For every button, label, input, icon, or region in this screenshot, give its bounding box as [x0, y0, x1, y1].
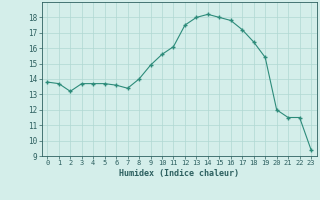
- X-axis label: Humidex (Indice chaleur): Humidex (Indice chaleur): [119, 169, 239, 178]
